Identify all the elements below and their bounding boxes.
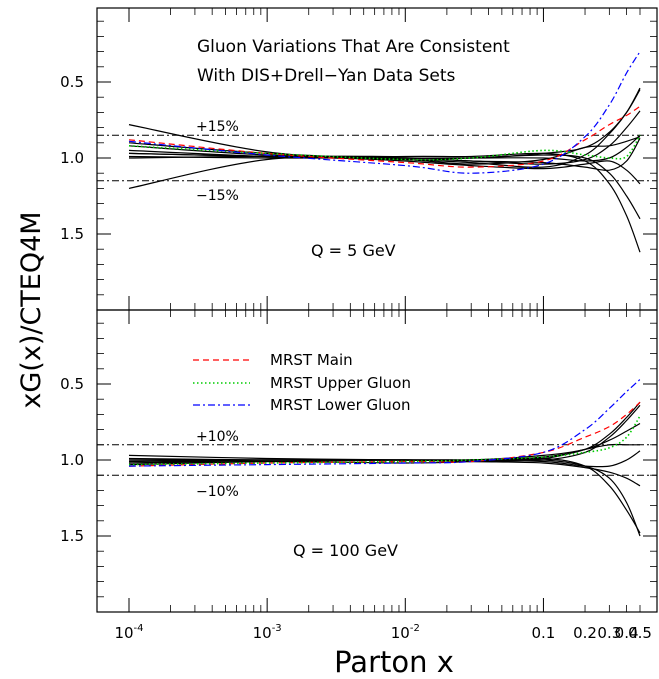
chart-marks: 0.51.01.50.51.01.510-4 10-3 10-2 0.1 0.2 0.30… [60,8,657,642]
bottom-q-annotation: Q = 100 GeV [293,541,398,560]
panel1-ytick-label: 1.0 [60,149,84,167]
panel2-series-mrst-main [128,401,641,467]
panel1-series-mrst-upper-gluon [128,134,641,161]
panel2-series-mrst-lower-gluon [128,378,641,467]
panel1-series-mrst-lower-gluon [128,51,641,174]
xtick-label: 0.4 [615,624,639,642]
xtick-label: 0.2 [573,624,597,642]
panel1-ytick-label: 0.5 [60,73,84,91]
legend: MRST Main MRST Upper Gluon MRST Lower Gl… [193,351,411,414]
xtick-label: 10-3 [253,623,282,642]
xtick-label: 0.5 [628,624,652,642]
xtick-label: 0.3 [597,624,621,642]
legend-label-mrst-main: MRST Main [270,351,353,369]
panel2-series-gluon-variation-8 [128,443,640,461]
legend-label-mrst-lower: MRST Lower Gluon [270,396,411,414]
x-axis-label: Parton x [334,645,454,679]
panel2-ytick-label: 0.5 [60,375,84,393]
panel1-series-gluon-variation-3 [128,124,641,185]
panel2-ytick-label: 1.0 [60,451,84,469]
xtick-label: 10-4 [114,623,143,642]
top-band-lower-label: −15% [196,188,239,204]
panel2-series-gluon-variation-3 [128,454,641,487]
panel1-series-gluon-variation-8 [128,136,641,165]
panel1-series-mrst-main [128,105,641,168]
chart-subtitle: With DIS+Drell−Yan Data Sets [197,66,456,86]
panel1-series-gluon-variation-9 [128,89,641,160]
bottom-panel-frame [96,309,658,613]
legend-label-mrst-upper: MRST Upper Gluon [270,374,411,392]
panel1-series-gluon-variation-1 [128,152,641,253]
panel2-series-mrst-upper-gluon [128,415,641,466]
panel1-ytick-label: 1.5 [60,225,84,243]
bottom-band-lower-label: −10% [196,484,239,500]
top-q-annotation: Q = 5 GeV [311,241,396,260]
bottom-band-upper-label: +10% [196,429,239,445]
chart-title: Gluon Variations That Are Consistent [197,37,510,57]
top-band-upper-label: +15% [196,119,239,135]
y-axis-label: xG(x)/CTEQ4M [16,211,47,408]
xtick-label: 10-2 [391,623,420,642]
xtick-label: 0.1 [532,624,556,642]
panel2-ytick-label: 1.5 [60,527,84,545]
